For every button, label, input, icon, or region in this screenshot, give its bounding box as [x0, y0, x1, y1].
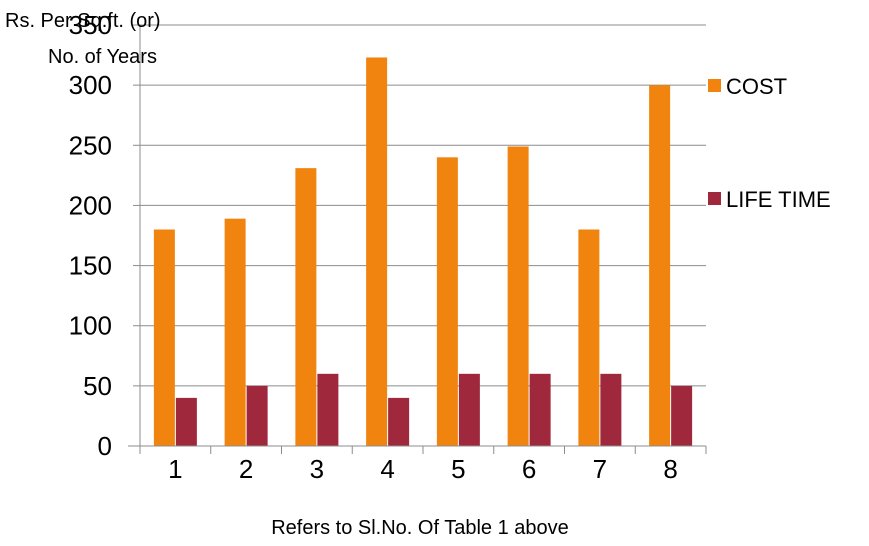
y-tick-label: 50	[83, 371, 112, 401]
bar-life-time	[458, 373, 480, 446]
x-tick-label: 1	[168, 454, 182, 484]
bar-life-time	[246, 385, 268, 446]
x-tick-labels: 1 2 3 4 5 6 7 8	[168, 454, 678, 484]
y-tick-label: 350	[69, 10, 112, 40]
bar-cost	[295, 168, 317, 446]
y-tick-label: 0	[98, 431, 112, 461]
x-tick-label: 4	[380, 454, 394, 484]
y-tick-label: 150	[69, 251, 112, 281]
legend-swatch	[708, 192, 721, 205]
y-axis-title-line2: No. of Years	[48, 46, 157, 68]
y-tick-label: 300	[69, 70, 112, 100]
bar-life-time	[529, 373, 551, 446]
x-tick-label: 7	[593, 454, 607, 484]
bar-cost	[153, 229, 175, 446]
bar-cost	[366, 57, 388, 446]
x-tick-label: 5	[451, 454, 465, 484]
bar-cost	[507, 146, 529, 446]
x-tick-label: 6	[522, 454, 536, 484]
legend-label: COST	[726, 74, 787, 99]
x-tick-label: 2	[239, 454, 253, 484]
legend: COST LIFE TIME	[708, 74, 831, 212]
bar-life-time	[175, 397, 197, 446]
bar-cost	[578, 229, 600, 446]
y-tick-label: 200	[69, 190, 112, 220]
bar-cost	[224, 218, 246, 446]
bar-life-time	[317, 373, 339, 446]
bar-life-time	[388, 397, 410, 446]
legend-label: LIFE TIME	[726, 187, 831, 212]
bar-cost	[436, 157, 458, 447]
bars	[153, 57, 693, 447]
axes	[128, 24, 707, 454]
x-tick-label: 8	[663, 454, 677, 484]
bar-life-time	[600, 373, 622, 446]
y-tick-label: 100	[69, 311, 112, 341]
x-tick-label: 3	[310, 454, 324, 484]
y-tick-labels: 0 50 100 150 200 250 300 350	[69, 10, 112, 461]
y-axis-title-line1: Rs. Per Sq.ft. (or)	[5, 10, 161, 32]
bar-cost	[649, 85, 671, 447]
x-axis-title: Refers to Sl.No. Of Table 1 above	[271, 517, 569, 539]
y-tick-label: 250	[69, 130, 112, 160]
bar-life-time	[671, 385, 693, 446]
legend-swatch	[708, 79, 721, 92]
